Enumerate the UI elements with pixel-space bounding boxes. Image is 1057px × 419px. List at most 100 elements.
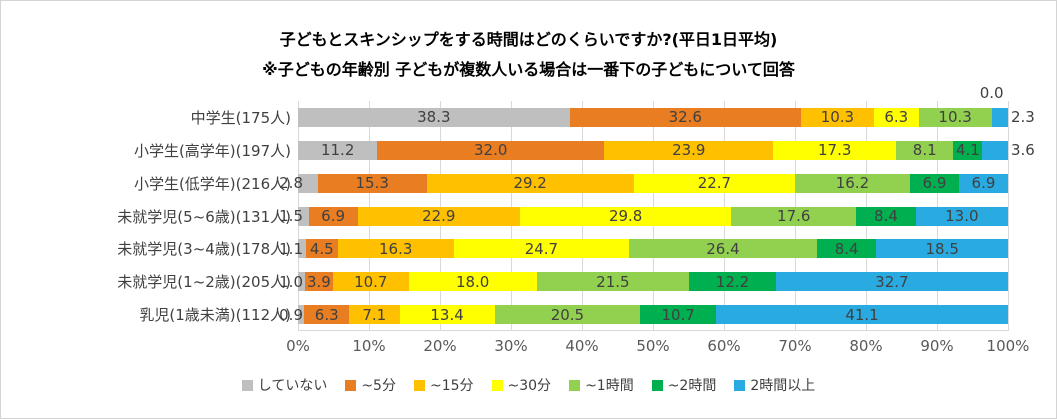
bar-segment: 32.6: [569, 107, 801, 127]
legend-swatch: [734, 379, 746, 391]
data-label: 8.1: [912, 141, 937, 160]
bar-segment: 10.7: [332, 272, 409, 292]
data-label: 1.1: [279, 239, 303, 258]
bar-segment: [298, 239, 306, 259]
category-label: 中学生(175人): [190, 108, 291, 127]
legend-item: ~1時間: [569, 375, 634, 395]
bar-segment: 7.1: [349, 305, 400, 325]
x-axis-tick: 30%: [494, 337, 528, 355]
data-label: 22.9: [422, 207, 456, 225]
x-axis-ticks: 0% 10% 20% 30% 40% 50% 60% 70% 80% 90% 100%: [286, 337, 1029, 357]
x-axis-tick: 100%: [986, 337, 1030, 355]
stacked-bar: 15.3 29.2 22.7 16.2 6.9 6.9: [298, 173, 1008, 193]
data-label: 41.1: [845, 305, 879, 324]
bar-segment: 41.1: [716, 305, 1008, 325]
data-label: 7.1: [362, 305, 387, 324]
bar-segment: 29.2: [426, 173, 634, 193]
bar-segment: 22.9: [357, 206, 520, 226]
stacked-bar: 6.9 22.9 29.8 17.6 8.4 13.0: [298, 206, 1008, 226]
data-label: 10.7: [354, 272, 388, 291]
bar-segment: 13.0: [915, 206, 1008, 226]
bar-segment: [298, 272, 306, 292]
bar-segment: 6.3: [873, 107, 919, 127]
stacked-bar: 4.5 16.3 24.7 26.4 8.4 18.5: [298, 239, 1008, 259]
data-label: 22.7: [697, 174, 732, 193]
bar-segment: 17.3: [773, 140, 897, 160]
data-label: 20.5: [550, 305, 585, 324]
bar-segment: 16.3: [337, 239, 454, 259]
data-label: 10.3: [938, 108, 972, 127]
x-axis-tick: 70%: [778, 337, 812, 355]
data-label: 16.3: [379, 239, 413, 258]
category-label: 未就学児(3~4歳)(178人): [117, 240, 291, 259]
bar-segment: 20.5: [494, 305, 641, 325]
legend-item: ~30分: [491, 375, 552, 395]
bar-segment: 6.3: [304, 305, 350, 325]
bar-segment: 10.3: [918, 107, 992, 127]
bar-row: 0.9 6.3 7.1 13.4 20.5 10.7 41.1: [279, 298, 1008, 331]
bar-segment: [298, 206, 309, 226]
bar-segment: 8.4: [856, 206, 916, 226]
legend-item: ~2時間: [651, 375, 717, 395]
bar-segment: 12.2: [689, 272, 776, 292]
stacked-bar: 6.3 7.1 13.4 20.5 10.7 41.1: [298, 305, 1008, 325]
x-axis-tick: 40%: [565, 337, 599, 355]
legend-label: ~2時間: [667, 378, 717, 394]
bar-segment: 10.3: [800, 107, 874, 127]
data-label: 11.2: [320, 141, 355, 160]
data-label: 2.3: [1011, 108, 1035, 127]
legend-swatch: [345, 379, 357, 391]
bar-segment: 13.4: [399, 305, 495, 325]
data-label: 29.8: [608, 207, 643, 225]
bar-segment: 6.9: [909, 173, 959, 193]
bar-segment: 6.9: [958, 173, 1008, 193]
bar-segment: 4.5: [305, 239, 338, 259]
data-label: 26.4: [706, 239, 740, 258]
data-label: 0.9: [279, 305, 303, 324]
gridline: [1008, 101, 1009, 331]
stacked-bar: 3.9 10.7 18.0 21.5 12.2 32.7: [298, 272, 1008, 292]
data-label: 12.2: [715, 272, 750, 291]
x-axis-tick: 20%: [423, 337, 457, 355]
legend-label: ~30分: [507, 378, 552, 394]
bar-segment: 38.3: [298, 107, 570, 127]
data-label: 4.1: [956, 141, 980, 160]
legend-swatch: [491, 379, 503, 391]
legend-item: ~15分: [413, 375, 474, 395]
bar-segment: 3.9: [305, 272, 333, 292]
data-label: 23.9: [672, 141, 706, 160]
x-axis-tick: 80%: [849, 337, 883, 355]
data-label: 38.3: [417, 108, 451, 127]
data-label: 32.6: [668, 108, 702, 127]
data-label: 18.5: [925, 239, 959, 258]
legend-swatch: [651, 379, 663, 391]
bar-segment: 26.4: [629, 239, 817, 259]
bar-row: 1.1 4.5 16.3 24.7 26.4 8.4 18.5: [279, 232, 1008, 265]
x-axis-tick: 50%: [636, 337, 670, 355]
bar-segment: [298, 305, 305, 325]
bar-row: 1.5 6.9 22.9 29.8 17.6 8.4 13.0: [279, 200, 1008, 233]
bar-row: 3.6 11.2 32.0 23.9 17.3 8.1 4.1: [298, 134, 1035, 167]
data-label: 1.5: [279, 207, 303, 225]
bar-segment: 11.2: [298, 140, 378, 160]
legend-swatch: [569, 379, 581, 391]
bar-row: 2.8 15.3 29.2 22.7 16.2 6.9 6.9: [279, 167, 1008, 200]
bar-segment: 18.5: [876, 239, 1008, 259]
chart-subtitle: ※子どもの年齢別 子どもが複数人いる場合は一番下の子どもについて回答: [262, 60, 795, 79]
bar-segment: 8.4: [816, 239, 877, 259]
plot-area: 2.3 38.3 32.6 10.3 6.3 10.3 3.6 11.2 32.0 23.9 17.…: [279, 84, 1035, 331]
data-label: 2.8: [279, 174, 303, 193]
data-label: 16.2: [835, 174, 870, 193]
x-axis-tick: 0%: [286, 337, 310, 355]
bar-segment: 32.7: [775, 272, 1008, 292]
category-label: 小学生(低学年)(216人): [133, 174, 291, 193]
data-label: 24.7: [524, 239, 559, 258]
bar-segment: 17.6: [731, 206, 857, 226]
data-label: 6.3: [884, 108, 909, 127]
data-label: 17.3: [818, 141, 852, 160]
bar-row: 1.0 3.9 10.7 18.0 21.5 12.2 32.7: [279, 265, 1008, 298]
data-label: 4.5: [309, 239, 334, 258]
legend-swatch: [241, 379, 253, 391]
legend-label: していない: [257, 378, 328, 394]
x-axis-tick: 10%: [352, 337, 386, 355]
